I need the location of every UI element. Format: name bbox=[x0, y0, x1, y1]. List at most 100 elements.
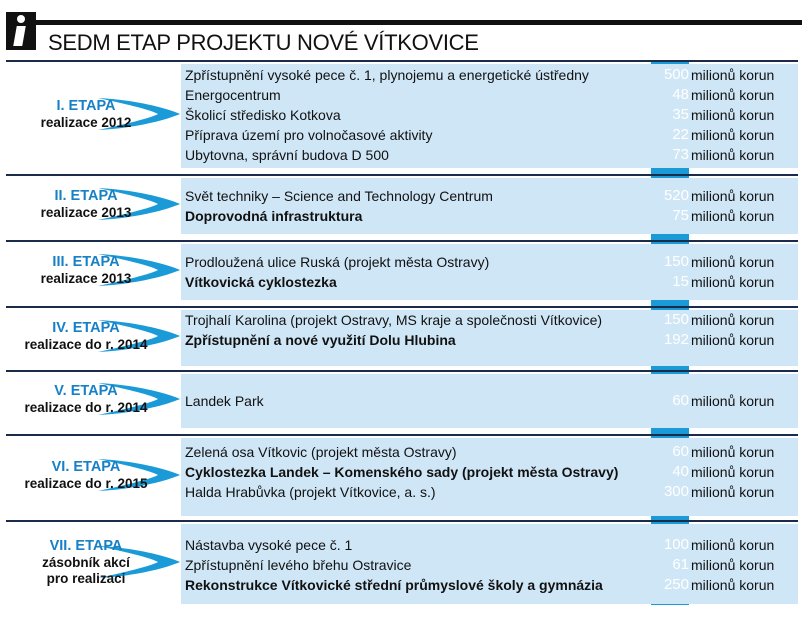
etapa-separator bbox=[6, 174, 798, 176]
etapa-label: I. ETAPA realizace 2012 bbox=[6, 98, 166, 131]
project-description: Zpřístupnění a nové využití Dolu Hlubina bbox=[185, 332, 456, 348]
table-row: Halda Hrabůvka (projekt Vítkovice, a. s.… bbox=[6, 482, 798, 502]
project-value: 100 bbox=[663, 536, 689, 553]
etapa-separator bbox=[6, 520, 798, 522]
etapa-realizace: realizace do r. 2014 bbox=[24, 336, 148, 352]
etapa-label: II. ETAPA realizace 2013 bbox=[6, 188, 166, 221]
table-row: Příprava území pro volnočasové aktivity 2… bbox=[6, 125, 798, 145]
project-description: Energocentrum bbox=[185, 87, 281, 103]
etapa-label: VII. ETAPA zásobník akcí pro realizaci bbox=[6, 538, 166, 587]
table-row: Nástavba vysoké pece č. 1 100 milionů koru… bbox=[6, 535, 798, 555]
swoosh-arrow-icon bbox=[98, 546, 180, 578]
etapa-content-background bbox=[181, 374, 798, 428]
table-row: Trojhalí Karolina (projekt Ostravy, MS k… bbox=[6, 310, 798, 330]
project-value: 150 bbox=[663, 253, 689, 270]
project-value: 75 bbox=[672, 207, 689, 224]
project-value: 192 bbox=[663, 331, 689, 348]
etapa-separator bbox=[6, 306, 798, 308]
etapa-content-background bbox=[181, 64, 798, 168]
swoosh-arrow-icon bbox=[98, 98, 180, 130]
table-row: Zpřístupnění a nové využití Dolu Hlubina… bbox=[6, 330, 798, 350]
etapa-separator bbox=[6, 60, 798, 62]
table-row: Zpřístupnění vysoké pece č. 1, plynojemu… bbox=[6, 65, 798, 85]
table-row: Landek Park 60 milionů korun bbox=[6, 391, 798, 411]
table-row: Cyklostezka Landek – Komenského sady (pr… bbox=[6, 462, 798, 482]
project-value: 60 bbox=[672, 443, 689, 460]
value-unit: milionů korun bbox=[691, 274, 775, 290]
value-unit: milionů korun bbox=[691, 484, 775, 500]
value-unit: milionů korun bbox=[691, 537, 775, 553]
etapa-realizace: realizace 2013 bbox=[40, 270, 132, 286]
etapa-name: IV. ETAPA bbox=[52, 319, 120, 336]
value-unit: milionů korun bbox=[691, 188, 775, 204]
etapa-name: I. ETAPA bbox=[56, 97, 116, 114]
table-row: Vítkovická cyklostezka 15 milionů korun bbox=[6, 272, 798, 292]
project-description: Halda Hrabůvka (projekt Vítkovice, a. s.… bbox=[185, 484, 436, 500]
etapa-name: VII. ETAPA bbox=[49, 537, 123, 554]
page-title: SEDM ETAP PROJEKTU NOVÉ VÍTKOVICE bbox=[48, 30, 479, 55]
value-unit: milionů korun bbox=[691, 312, 775, 328]
etapa-content-background bbox=[181, 244, 798, 300]
project-value: 500 bbox=[663, 66, 689, 83]
etapa-content-background bbox=[181, 438, 798, 516]
etapa-separator bbox=[6, 434, 798, 436]
project-value: 300 bbox=[663, 483, 689, 500]
project-value: 22 bbox=[672, 126, 689, 143]
project-value: 15 bbox=[672, 273, 689, 290]
project-description: Zpřístupnění vysoké pece č. 1, plynojemu… bbox=[185, 67, 589, 83]
project-description: Příprava území pro volnočasové aktivity bbox=[185, 127, 433, 143]
table-row: Prodloužená ulice Ruská (projekt města O… bbox=[6, 252, 798, 272]
project-value: 73 bbox=[672, 146, 689, 163]
etapa-block: VII. ETAPA zásobník akcí pro realizaci Nást… bbox=[6, 520, 798, 604]
value-unit: milionů korun bbox=[691, 107, 775, 123]
etapa-block: IV. ETAPA realizace do r. 2014 Trojhalí Ka… bbox=[6, 306, 798, 366]
etapa-name: VI. ETAPA bbox=[51, 458, 121, 475]
etapa-label: III. ETAPA realizace 2013 bbox=[6, 254, 166, 287]
swoosh-arrow-icon bbox=[98, 188, 180, 220]
project-description: Zpřístupnění levého břehu Ostravice bbox=[185, 557, 412, 573]
etapa-realizace: realizace do r. 2015 bbox=[24, 475, 148, 491]
swoosh-arrow-icon bbox=[98, 383, 180, 415]
value-unit: milionů korun bbox=[691, 127, 775, 143]
swoosh-arrow-icon bbox=[98, 254, 180, 286]
etapa-content-background bbox=[181, 524, 798, 604]
project-description: Zelená osa Vítkovic (projekt města Ostra… bbox=[185, 444, 457, 460]
etapa-block: II. ETAPA realizace 2013 Svět techniky – S… bbox=[6, 174, 798, 234]
etapa-realizace: pro realizaci bbox=[46, 570, 126, 586]
etapa-realizace: zásobník akcí bbox=[42, 554, 130, 570]
project-value: 150 bbox=[663, 311, 689, 328]
value-unit: milionů korun bbox=[691, 557, 775, 573]
project-value: 61 bbox=[672, 556, 689, 573]
project-description: Rekonstrukce Vítkovické střední průmyslo… bbox=[185, 577, 603, 593]
info-icon bbox=[6, 12, 36, 50]
etapa-content-background bbox=[181, 178, 798, 234]
value-unit: milionů korun bbox=[691, 393, 775, 409]
table-row: Energocentrum 48 milionů korun bbox=[6, 85, 798, 105]
table-row: Doprovodná infrastruktura 75 milionů korun bbox=[6, 206, 798, 226]
project-value: 250 bbox=[663, 576, 689, 593]
etapa-separator bbox=[6, 240, 798, 242]
etapa-realizace: realizace 2013 bbox=[40, 204, 132, 220]
project-value: 35 bbox=[672, 106, 689, 123]
table-row: Zpřístupnění levého břehu Ostravice 61 mil… bbox=[6, 555, 798, 575]
project-description: Prodloužená ulice Ruská (projekt města O… bbox=[185, 254, 490, 270]
etapa-name: III. ETAPA bbox=[52, 253, 120, 270]
project-value: 40 bbox=[672, 463, 689, 480]
project-description: Ubytovna, správní budova D 500 bbox=[185, 147, 389, 163]
etapa-block: I. ETAPA realizace 2012 Zpřístupnění vysok… bbox=[6, 60, 798, 168]
project-description: Doprovodná infrastruktura bbox=[185, 208, 363, 224]
project-description: Cyklostezka Landek – Komenského sady (pr… bbox=[185, 464, 619, 480]
project-value: 520 bbox=[663, 187, 689, 204]
value-unit: milionů korun bbox=[691, 577, 775, 593]
etapa-realizace: realizace do r. 2014 bbox=[24, 399, 148, 415]
etapa-realizace: realizace 2012 bbox=[40, 114, 132, 130]
value-unit: milionů korun bbox=[691, 147, 775, 163]
value-unit: milionů korun bbox=[691, 332, 775, 348]
etapa-block: VI. ETAPA realizace do r. 2015 Zelená osa … bbox=[6, 434, 798, 516]
etapa-block: V. ETAPA realizace do r. 2014 Landek Park 6… bbox=[6, 370, 798, 428]
swoosh-arrow-icon bbox=[98, 459, 180, 491]
table-row: Ubytovna, správní budova D 500 73 milionů … bbox=[6, 145, 798, 165]
swoosh-arrow-icon bbox=[98, 320, 180, 352]
header: SEDM ETAP PROJEKTU NOVÉ VÍTKOVICE bbox=[6, 10, 802, 56]
value-unit: milionů korun bbox=[691, 254, 775, 270]
